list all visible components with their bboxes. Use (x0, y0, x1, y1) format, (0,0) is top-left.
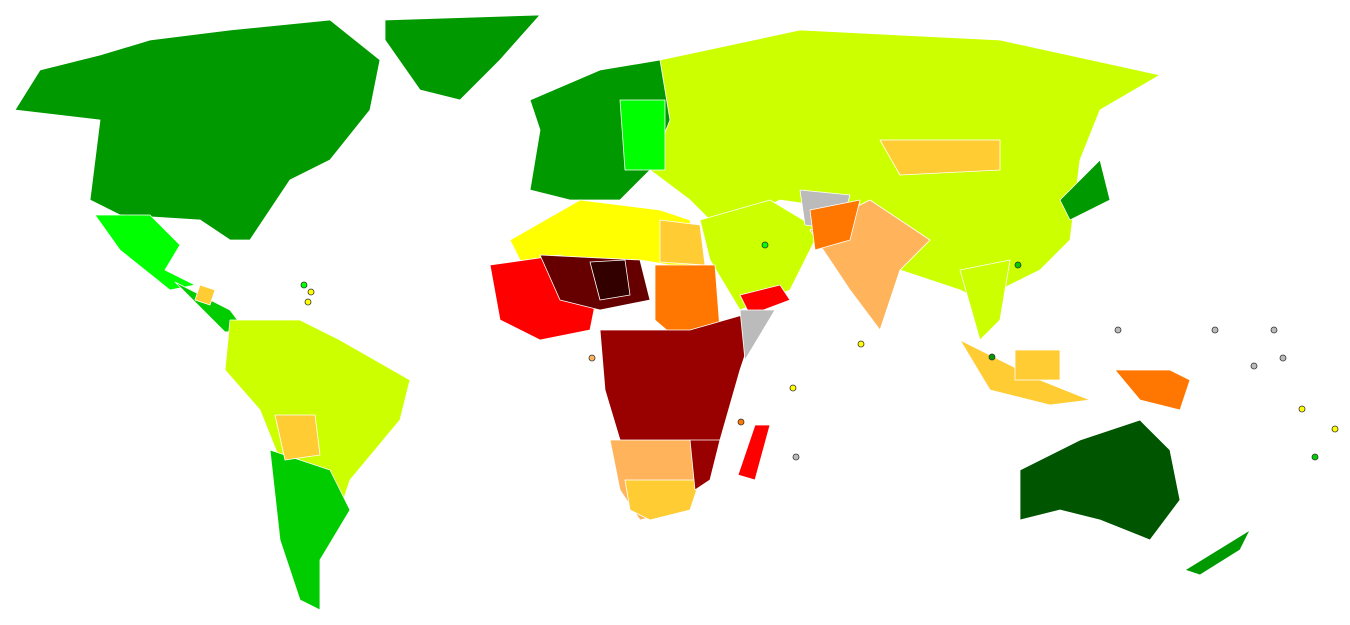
somalia (739, 309, 776, 361)
southeast-asia (959, 259, 1011, 341)
canada-usa (14, 19, 381, 241)
egypt (659, 219, 706, 266)
island-marker (792, 453, 800, 461)
brazil-region (224, 319, 411, 521)
europe-asia (529, 29, 1191, 411)
madagascar (737, 424, 771, 481)
island-marker (857, 340, 865, 348)
island-marker (1014, 261, 1022, 269)
africa (489, 199, 776, 521)
mexico (94, 214, 196, 291)
island-marker (737, 418, 745, 426)
island-marker (1270, 326, 1278, 334)
island-marker (1279, 354, 1287, 362)
australia (1019, 419, 1181, 541)
island-marker (300, 281, 308, 289)
island-marker (1311, 453, 1319, 461)
island-marker (761, 241, 769, 249)
eastern-europe (619, 99, 666, 171)
island-marker (1211, 326, 1219, 334)
island-marker (307, 288, 315, 296)
papua-new-guinea (1114, 369, 1191, 411)
island-marker (988, 353, 996, 361)
pakistan (809, 199, 861, 251)
japan (1059, 159, 1111, 221)
argentina-chile (269, 449, 351, 611)
bolivia (274, 414, 321, 461)
island-marker (789, 384, 797, 392)
middle-east (699, 199, 821, 311)
caribbean (194, 284, 216, 306)
island-marker (1114, 326, 1122, 334)
south-africa (624, 479, 701, 521)
mozambique (689, 439, 721, 491)
central-africa (599, 309, 761, 451)
island-marker (304, 298, 312, 306)
island-marker (1250, 362, 1258, 370)
south-america (224, 319, 411, 611)
greenland (384, 14, 541, 101)
borneo (1014, 349, 1061, 381)
island-marker (1331, 425, 1339, 433)
oceania (1019, 419, 1251, 576)
island-marker (588, 354, 596, 362)
mongolia (879, 139, 1001, 176)
niger (589, 259, 631, 301)
north-america (14, 14, 541, 333)
island-markers (300, 241, 1339, 461)
yemen (739, 284, 791, 316)
island-marker (1298, 405, 1306, 413)
new-zealand (1184, 529, 1251, 576)
